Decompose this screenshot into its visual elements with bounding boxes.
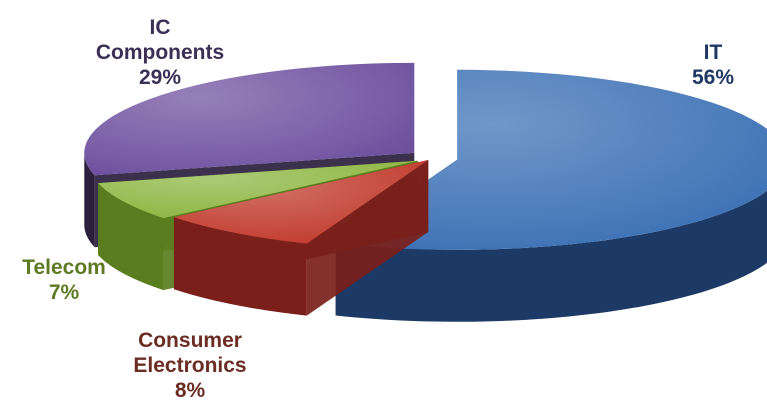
slice-label-consumer-electronics-line-1: Consumer: [138, 329, 242, 352]
slice-label-consumer-electronics-line-2: Electronics: [133, 354, 247, 377]
slice-telecom-highlight: [98, 160, 418, 219]
slice-ic-components-rim: [84, 152, 95, 248]
slice-value-consumer-electronics: 8%: [174, 379, 206, 402]
slice-label-it-line-1: IT: [703, 41, 723, 64]
slice-ic-components-highlight: [84, 62, 415, 176]
slice-label-consumer-electronics: Consumer Electronics 8%: [100, 328, 280, 403]
pie-slices: [84, 62, 767, 322]
slice-it: [335, 69, 767, 322]
slice-value-it: 56%: [691, 66, 735, 89]
slice-label-ic-components: IC Components 29%: [70, 15, 250, 90]
slice-label-telecom: Telecom 7%: [8, 255, 120, 305]
slice-it-rim: [335, 190, 767, 322]
slice-consumer-electronics: [173, 159, 429, 316]
slice-consumer-electronics-highlight: [173, 159, 429, 244]
slice-label-telecom-line-1: Telecom: [22, 256, 106, 279]
slice-it-highlight: [335, 69, 767, 250]
slice-value-telecom: 7%: [48, 281, 80, 304]
slice-label-it: IT 56%: [668, 40, 758, 90]
slice-label-ic-components-line-1: IC: [149, 16, 171, 39]
slice-label-ic-components-line-2: Components: [95, 41, 225, 64]
slice-value-ic-components: 29%: [138, 66, 182, 89]
